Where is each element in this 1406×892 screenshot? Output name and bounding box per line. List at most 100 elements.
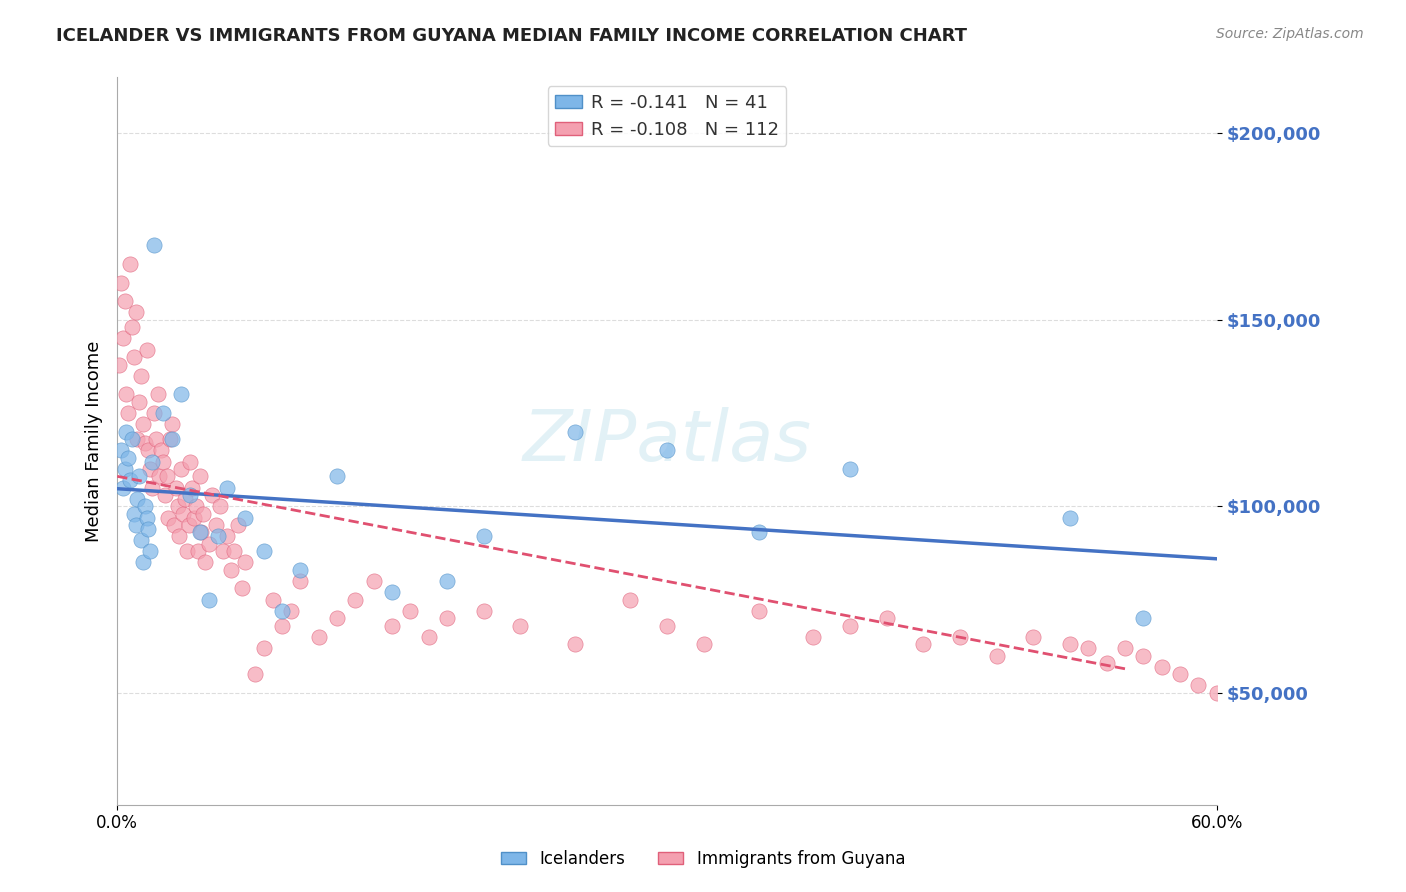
Icelanders [160, 432, 183, 446]
Icelanders [129, 533, 152, 547]
Immigrants from Guyana [212, 544, 235, 558]
Icelanders [188, 525, 211, 540]
Immigrants from Guyana [399, 604, 422, 618]
Immigrants from Guyana [141, 481, 163, 495]
Icelanders [141, 454, 163, 468]
Immigrants from Guyana [326, 611, 349, 625]
Immigrants from Guyana [262, 592, 284, 607]
Immigrants from Guyana [290, 574, 312, 588]
Immigrants from Guyana [187, 544, 209, 558]
Immigrants from Guyana [271, 618, 294, 632]
Immigrants from Guyana [114, 294, 136, 309]
Immigrants from Guyana [1059, 637, 1081, 651]
Immigrants from Guyana [159, 432, 181, 446]
Immigrants from Guyana [146, 387, 169, 401]
Immigrants from Guyana [803, 630, 825, 644]
Immigrants from Guyana [205, 518, 228, 533]
Immigrants from Guyana [1315, 686, 1337, 700]
Immigrants from Guyana [121, 320, 143, 334]
Immigrants from Guyana [172, 507, 194, 521]
Icelanders [1059, 510, 1081, 524]
Icelanders [290, 563, 312, 577]
Icelanders [110, 443, 132, 458]
Immigrants from Guyana [157, 510, 180, 524]
Icelanders [122, 507, 145, 521]
Icelanders [207, 529, 229, 543]
Immigrants from Guyana [118, 257, 141, 271]
Icelanders [115, 425, 138, 439]
Immigrants from Guyana [224, 544, 246, 558]
Immigrants from Guyana [150, 443, 173, 458]
Immigrants from Guyana [1132, 648, 1154, 663]
Immigrants from Guyana [148, 469, 170, 483]
Immigrants from Guyana [235, 555, 257, 569]
Icelanders [326, 469, 349, 483]
Immigrants from Guyana [1389, 686, 1406, 700]
Icelanders [127, 491, 149, 506]
Immigrants from Guyana [193, 507, 215, 521]
Legend: R = -0.141   N = 41, R = -0.108   N = 112: R = -0.141 N = 41, R = -0.108 N = 112 [547, 87, 786, 146]
Icelanders [114, 462, 136, 476]
Immigrants from Guyana [198, 536, 221, 550]
Icelanders [179, 488, 201, 502]
Immigrants from Guyana [163, 518, 186, 533]
Immigrants from Guyana [308, 630, 330, 644]
Immigrants from Guyana [127, 432, 149, 446]
Immigrants from Guyana [280, 604, 302, 618]
Immigrants from Guyana [692, 637, 714, 651]
Icelanders [217, 481, 239, 495]
Text: Source: ZipAtlas.com: Source: ZipAtlas.com [1216, 27, 1364, 41]
Immigrants from Guyana [201, 488, 224, 502]
Immigrants from Guyana [1077, 641, 1099, 656]
Immigrants from Guyana [363, 574, 385, 588]
Immigrants from Guyana [949, 630, 972, 644]
Icelanders [564, 425, 586, 439]
Icelanders [253, 544, 276, 558]
Icelanders [655, 443, 678, 458]
Y-axis label: Median Family Income: Median Family Income [86, 341, 103, 541]
Text: ZIPatlas: ZIPatlas [523, 407, 811, 475]
Icelanders [142, 238, 165, 252]
Icelanders [747, 525, 769, 540]
Immigrants from Guyana [208, 500, 231, 514]
Immigrants from Guyana [174, 491, 197, 506]
Immigrants from Guyana [839, 618, 862, 632]
Icelanders [1132, 611, 1154, 625]
Immigrants from Guyana [1353, 678, 1375, 692]
Immigrants from Guyana [160, 417, 183, 432]
Icelanders [118, 473, 141, 487]
Icelanders [436, 574, 458, 588]
Icelanders [135, 510, 157, 524]
Icelanders [124, 518, 146, 533]
Immigrants from Guyana [1022, 630, 1045, 644]
Immigrants from Guyana [344, 592, 367, 607]
Immigrants from Guyana [1187, 678, 1209, 692]
Legend: Icelanders, Immigrants from Guyana: Icelanders, Immigrants from Guyana [494, 844, 912, 875]
Icelanders [111, 481, 134, 495]
Icelanders [271, 604, 294, 618]
Immigrants from Guyana [156, 469, 179, 483]
Immigrants from Guyana [176, 544, 198, 558]
Immigrants from Guyana [1223, 693, 1246, 707]
Immigrants from Guyana [1114, 641, 1136, 656]
Immigrants from Guyana [986, 648, 1008, 663]
Immigrants from Guyana [122, 350, 145, 364]
Immigrants from Guyana [217, 529, 239, 543]
Immigrants from Guyana [165, 481, 187, 495]
Immigrants from Guyana [253, 641, 276, 656]
Immigrants from Guyana [177, 518, 200, 533]
Icelanders [235, 510, 257, 524]
Immigrants from Guyana [181, 481, 204, 495]
Icelanders [839, 462, 862, 476]
Immigrants from Guyana [115, 387, 138, 401]
Immigrants from Guyana [619, 592, 641, 607]
Immigrants from Guyana [1371, 667, 1393, 681]
Immigrants from Guyana [472, 604, 495, 618]
Immigrants from Guyana [152, 454, 174, 468]
Immigrants from Guyana [194, 555, 217, 569]
Immigrants from Guyana [219, 563, 242, 577]
Immigrants from Guyana [912, 637, 935, 651]
Immigrants from Guyana [132, 417, 155, 432]
Immigrants from Guyana [108, 358, 131, 372]
Immigrants from Guyana [184, 500, 207, 514]
